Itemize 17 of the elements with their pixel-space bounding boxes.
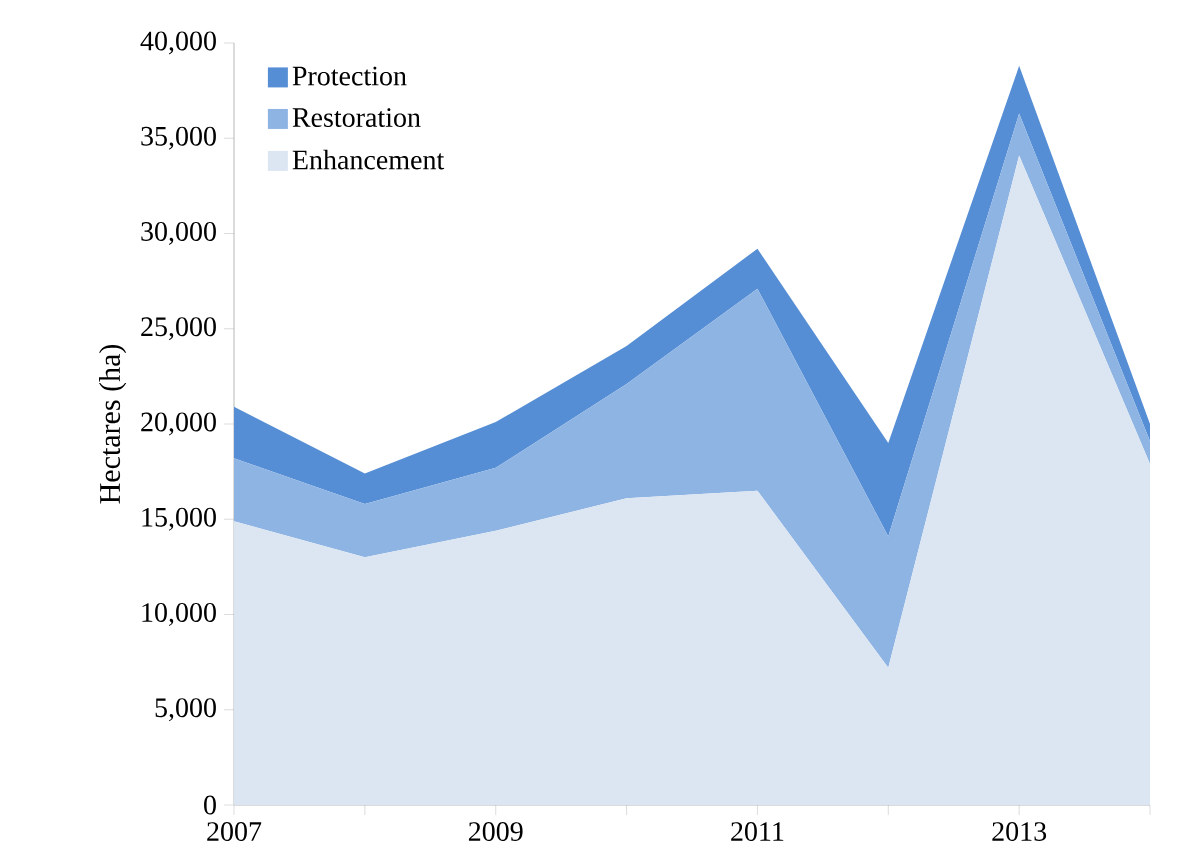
x-tick-label: 2009 — [468, 822, 523, 841]
x-tick-label: 2013 — [992, 822, 1047, 841]
legend-label: Protection — [292, 66, 407, 86]
y-axis-title: Hectares (ha) — [99, 344, 127, 504]
legend-label: Restoration — [292, 108, 421, 127]
x-tick-label: 2007 — [207, 822, 262, 841]
legend-label: Enhancement — [292, 149, 445, 170]
y-tick-label: 10,000 — [142, 603, 216, 626]
y-tick-label: 30,000 — [141, 222, 216, 245]
y-tick-label: 0 — [204, 795, 216, 815]
y-tick-label: 40,000 — [140, 31, 216, 55]
y-tick-label: 25,000 — [141, 317, 216, 341]
y-tick-label: 5,000 — [155, 698, 216, 722]
y-tick-label: 20,000 — [141, 412, 216, 436]
y-tick-label: 15,000 — [142, 507, 216, 531]
y-tick-label: 35,000 — [141, 126, 216, 150]
x-tick-label: 2011 — [731, 822, 784, 841]
